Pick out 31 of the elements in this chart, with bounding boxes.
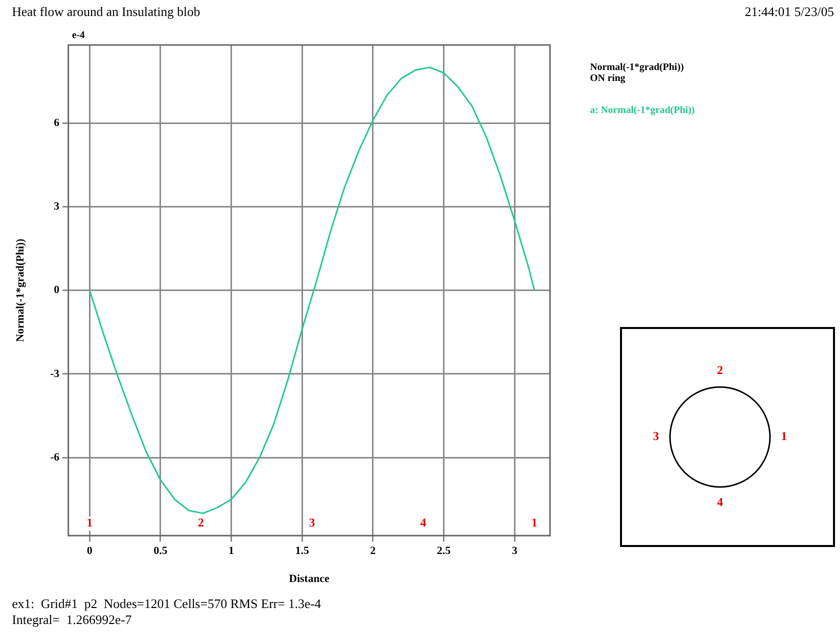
- x-tick-label: 0.5: [154, 545, 168, 558]
- text: Normal(-1*grad(Phi)): [590, 62, 684, 73]
- text: 1: [778, 429, 790, 443]
- x-axis-title: Distance: [289, 573, 330, 586]
- x-tick-label: 1: [228, 545, 234, 558]
- chart-title: Heat flow around an Insulating blob: [12, 4, 200, 20]
- annotation: 3: [309, 516, 316, 530]
- y-tick-label: -6: [50, 451, 60, 464]
- x-tick-label: 1.5: [295, 545, 310, 558]
- x-tick-label: 0: [86, 545, 93, 558]
- text: ON ring: [590, 73, 626, 84]
- x-tick-label: 2: [370, 545, 376, 558]
- text: 21:44:01 5/23/05: [744, 4, 834, 20]
- y-tick-label: 0: [54, 284, 60, 296]
- text: ex1: Grid#1 p2 Nodes=1201 Cells=570 RMS Err= 1.3e-4: [12, 596, 322, 612]
- text: Integral= 1.266992e-7: [12, 612, 133, 628]
- annotation: 1: [531, 516, 538, 530]
- y-axis-title: Normal(-1*grad(Phi)): [14, 238, 26, 342]
- text: 3: [650, 429, 662, 443]
- y-tick-label: 3: [54, 200, 60, 213]
- y-tick-label: 6: [54, 116, 60, 129]
- annotation: 1: [86, 516, 93, 530]
- y-tick-label: -3: [50, 368, 60, 380]
- annotation: 4: [420, 516, 426, 530]
- text: e-4: [72, 30, 85, 41]
- text: a: Normal(-1*grad(Phi)): [590, 105, 695, 116]
- x-tick-label: 2.5: [436, 545, 452, 558]
- text: 2: [714, 363, 726, 377]
- x-tick-label: 3: [512, 545, 518, 558]
- annotation: 2: [198, 516, 204, 530]
- text: 4: [714, 495, 726, 509]
